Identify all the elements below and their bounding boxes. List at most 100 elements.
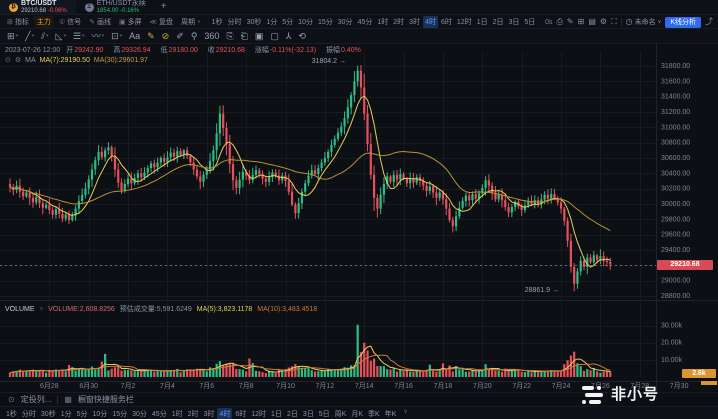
timeframe-15分[interactable]: 15分 (317, 18, 333, 26)
panels-icon[interactable]: ▤ (588, 17, 596, 26)
eye-icon[interactable]: ⊙ (5, 57, 11, 64)
footer-timeframe-3时[interactable]: 3时 (203, 411, 215, 418)
kline-analyze-button[interactable]: K线分析 (665, 16, 701, 28)
footer-timeframe-30分[interactable]: 30分 (132, 411, 147, 418)
eraser-tool-icon[interactable]: ⊘ (162, 31, 170, 41)
channel-tool-icon[interactable]: ⫽ ▾ (41, 31, 49, 41)
footer-timeframe-季K[interactable]: 季K (368, 411, 380, 418)
timeframe-12时[interactable]: 12时 (456, 18, 472, 26)
trend-line-tool-icon[interactable]: ╱ ▾ (25, 31, 34, 41)
timeframe-10分[interactable]: 10分 (298, 18, 313, 26)
footer-timeframe-3日[interactable]: 3日 (302, 411, 314, 418)
text-tool-icon[interactable]: Aa (129, 31, 140, 41)
chevron-down-icon: ∨ (196, 18, 201, 25)
cursor-tool-icon[interactable]: ⊞ ▾ (7, 31, 18, 41)
timeframe-5日[interactable]: 5日 (524, 18, 536, 26)
footer-timeframe-6时[interactable]: 6时 (235, 411, 247, 418)
tool-indicators[interactable]: ⊞ 指标 (4, 16, 32, 28)
tool-multi-screen[interactable]: ▣ 多屏 (116, 16, 145, 28)
timeframe-6时[interactable]: 6时 (440, 18, 452, 26)
timeframe-1分[interactable]: 1分 (266, 18, 278, 26)
brush-tool-icon[interactable]: ✎ (147, 31, 155, 41)
footer-timeframe-分时[interactable]: 分时 (21, 411, 36, 418)
symbol-price: 1854.00 -0.16% (96, 8, 140, 14)
timeframe-30分[interactable]: 30分 (337, 18, 353, 26)
funnel-icon-glyph: ⅄ (285, 31, 292, 41)
timeframe-1时[interactable]: 1时 (377, 18, 389, 26)
timeframe-2时[interactable]: 2时 (393, 18, 405, 26)
gear-icon[interactable]: ⚙ (14, 57, 22, 64)
candlestick-chart[interactable] (0, 44, 718, 392)
brush-icon[interactable]: ✎ (566, 17, 574, 26)
candle-countdown: 0s (545, 18, 553, 26)
target-icon: ⊙ (8, 395, 15, 404)
tool-label: 主力 (36, 18, 51, 26)
footer-timeframe-年K[interactable]: 年K (384, 411, 397, 418)
tool-drawing[interactable]: ✎ 画线 (86, 16, 114, 28)
tool-period[interactable]: 周期 ∨ (178, 16, 204, 28)
footer-timeframe-1分[interactable]: 1分 (60, 411, 72, 418)
shape-tool-icon[interactable]: ◺ ▾ (56, 31, 66, 41)
pattern-tool-icon[interactable]: ⊡ ▾ (111, 31, 122, 41)
time-axis-marker (701, 381, 717, 385)
footer-timeframe-15分[interactable]: 15分 (112, 411, 128, 418)
wave-tool-icon[interactable]: 〰 ▾ (92, 31, 105, 41)
footer-timeframe-周K[interactable]: 周K (334, 411, 347, 418)
chevron-down-icon: ∨ (39, 306, 44, 312)
footer-timeframe-45分[interactable]: 45分 (151, 411, 167, 418)
camera-icon[interactable]: ⎙ (556, 17, 563, 26)
tab-ethusdt[interactable]: Ξ ETH/USDT永续 1854.00 -0.16% (76, 0, 155, 14)
degree360-tool-icon[interactable]: 360 (204, 31, 219, 41)
layout-selector[interactable]: ◷ 未命名 ∨ (626, 17, 662, 27)
footer-timeframe-5分[interactable]: 5分 (76, 411, 88, 418)
anchor-tool-icon[interactable]: ⚲ (191, 31, 198, 41)
timeframe-2日[interactable]: 2日 (492, 18, 504, 26)
refresh-icon[interactable]: ⟲ (298, 31, 306, 41)
tool-signals[interactable]: ① 信号 (56, 16, 84, 28)
fullscreen-icon[interactable]: ⛶ (611, 17, 617, 26)
footer-timeframe-4时[interactable]: 4时 (217, 408, 233, 419)
timeframe-4时[interactable]: 4时 (423, 15, 438, 28)
footer-timeframe-1时[interactable]: 1时 (171, 411, 183, 418)
footer-timeframe-2日[interactable]: 2日 (286, 411, 298, 418)
footer-timeframe-5日[interactable]: 5日 (318, 411, 330, 418)
footer-timeframe-2时[interactable]: 2时 (187, 411, 199, 418)
notes-icon[interactable]: ⎗ (241, 31, 248, 41)
add-tab-button[interactable]: + (160, 1, 167, 12)
share-icon[interactable]: ⤴ (705, 17, 713, 26)
timeframe-5分[interactable]: 5分 (282, 18, 294, 26)
empty-box-icon[interactable]: ▢ (270, 31, 279, 41)
pencil-tool-icon[interactable]: ✐ (176, 31, 184, 41)
footer-tab-showcase[interactable]: 橱窗快捷服务栏 (77, 395, 134, 404)
timeframe-1秒[interactable]: 1秒 (211, 18, 223, 26)
timeframe-1日[interactable]: 1日 (476, 18, 488, 26)
footer-tab-dca[interactable]: 定投列... (20, 395, 52, 404)
timeframe-分时[interactable]: 分时 (227, 18, 242, 26)
footer-timeframe-30秒[interactable]: 30秒 (40, 411, 56, 418)
settings-icon[interactable]: ⚙ (599, 17, 608, 26)
footer-timeframe-10分[interactable]: 10分 (92, 411, 108, 418)
tool-replay[interactable]: ≪ 复盘 (147, 16, 176, 28)
timeframe-3时[interactable]: 3时 (409, 18, 421, 26)
footer-timeframe-12时[interactable]: 12时 (251, 411, 267, 418)
fib-tool-icon[interactable]: ☰ ▾ (73, 31, 85, 41)
tab-btcusdt[interactable]: ₿ BTC/USDT 29210.68 -0.06% (0, 0, 76, 14)
tool-main-force[interactable]: 主力 (33, 15, 54, 28)
clipboard-icon[interactable]: ⎘ (226, 31, 233, 41)
timeframe-3日[interactable]: 3日 (508, 18, 520, 26)
volume-ma10: MA(10):3,483.4518 (257, 306, 318, 313)
timeframe-30秒[interactable]: 30秒 (246, 18, 262, 26)
pencil-tool-icon-glyph: ✐ (176, 31, 184, 41)
eraser-tool-icon-glyph: ⊘ (161, 31, 170, 41)
timeframe-45分[interactable]: 45分 (357, 18, 373, 26)
layout-icon[interactable]: ⊞ (577, 17, 585, 26)
change-value: -0.06% (47, 8, 67, 14)
chart-box-icon[interactable]: ▣ (255, 31, 264, 41)
layout-name: 未命名 (634, 19, 656, 26)
footer-timeframe-月K[interactable]: 月K (351, 411, 363, 418)
tool-label: 复盘 (158, 18, 173, 26)
footer-timeframe-1日[interactable]: 1日 (271, 411, 282, 418)
footer-timeframe-1秒[interactable]: 1秒 (6, 411, 17, 418)
funnel-icon[interactable]: ⅄ (286, 31, 292, 41)
